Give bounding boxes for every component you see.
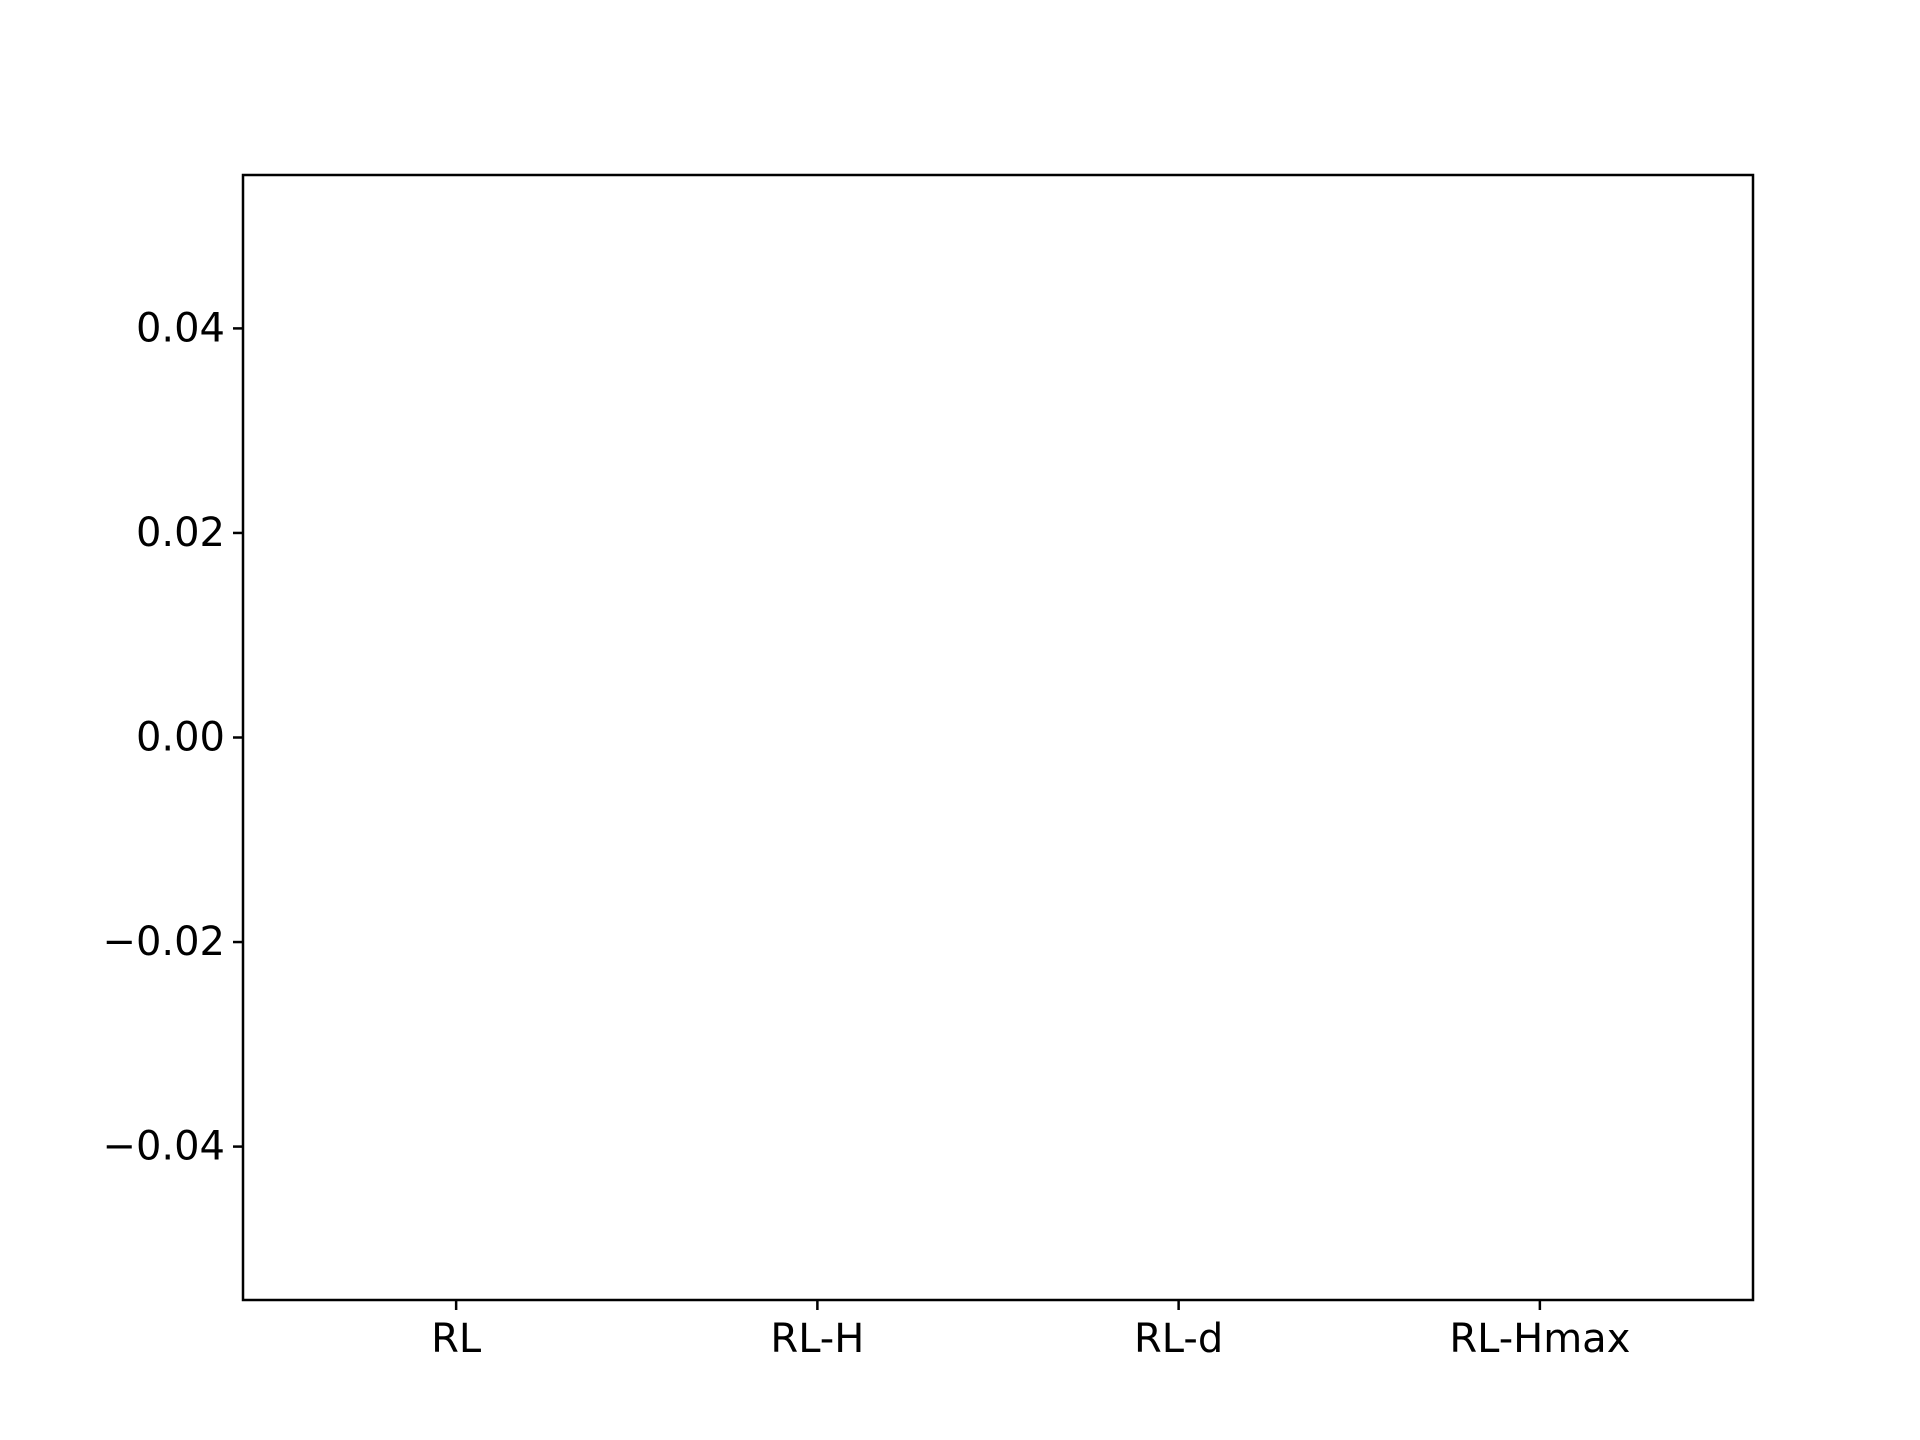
x-tick-label: RL-d bbox=[1134, 1316, 1223, 1362]
x-axis: RL RL-H RL-d RL-Hmax bbox=[431, 1300, 1630, 1362]
y-axis: 0.04 0.02 0.00 −0.02 −0.04 bbox=[102, 305, 243, 1170]
y-tick-label: −0.02 bbox=[102, 919, 225, 965]
y-tick-label: 0.02 bbox=[136, 510, 225, 556]
x-tick-label: RL-H bbox=[770, 1316, 864, 1362]
y-tick-label: 0.04 bbox=[136, 305, 225, 351]
y-tick-label: 0.00 bbox=[136, 715, 225, 761]
plot-frame bbox=[241, 173, 1755, 1302]
x-tick-label: RL-Hmax bbox=[1449, 1316, 1630, 1362]
y-tick-label: −0.04 bbox=[102, 1124, 225, 1170]
x-tick-label: RL bbox=[431, 1316, 482, 1362]
